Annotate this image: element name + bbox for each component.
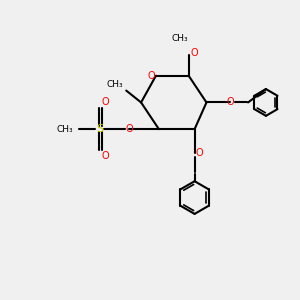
Text: O: O	[125, 124, 133, 134]
Text: CH₃: CH₃	[57, 125, 74, 134]
Text: O: O	[226, 98, 234, 107]
Text: O: O	[148, 71, 155, 81]
Text: S: S	[96, 124, 103, 134]
Text: O: O	[191, 48, 198, 59]
Text: CH₃: CH₃	[171, 34, 188, 43]
Text: O: O	[195, 148, 203, 158]
Text: O: O	[101, 98, 109, 107]
Text: O: O	[101, 151, 109, 161]
Text: CH₃: CH₃	[106, 80, 123, 89]
